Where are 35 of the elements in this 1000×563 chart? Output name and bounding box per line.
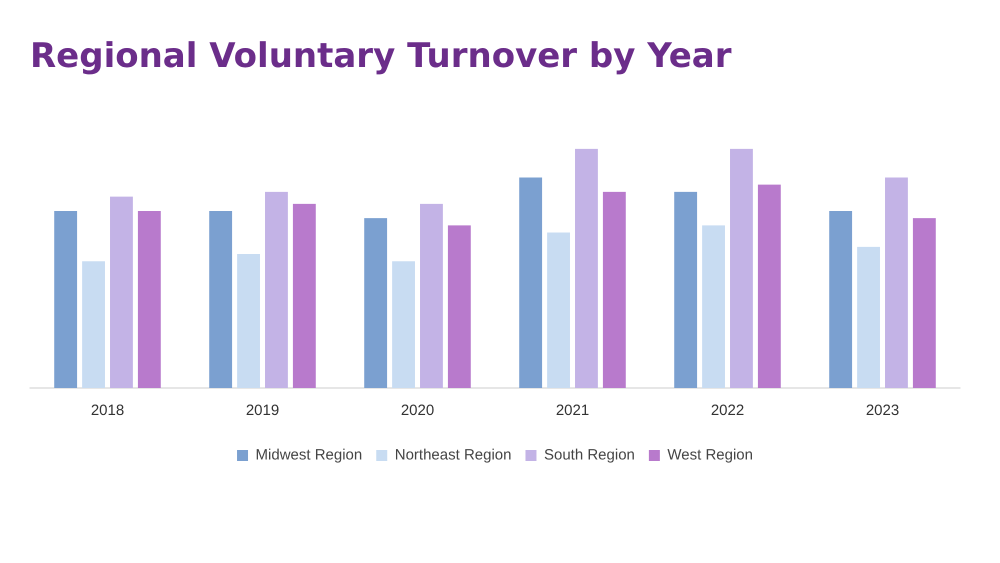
- bar: [110, 196, 133, 388]
- bar: [547, 232, 570, 388]
- x-tick-label: 2021: [556, 402, 590, 420]
- bar: [209, 210, 232, 388]
- x-tick-label: 2019: [246, 402, 280, 420]
- bar: [730, 148, 753, 388]
- bar: [857, 246, 880, 388]
- x-tick-label: 2018: [90, 402, 124, 420]
- bar: [420, 204, 443, 388]
- x-tick-label: 2020: [400, 402, 434, 420]
- bar: [138, 210, 161, 388]
- legend-label: Northeast Region: [394, 446, 512, 464]
- bar: [912, 218, 936, 388]
- bar: [575, 148, 598, 388]
- bar: [829, 210, 852, 388]
- bar: [885, 178, 908, 388]
- x-tick-label: 2022: [710, 402, 744, 420]
- bar: [237, 254, 260, 388]
- bar: [82, 261, 105, 388]
- bar: [265, 192, 288, 388]
- legend-label: South Region: [544, 446, 635, 464]
- bar: [448, 225, 471, 388]
- bar: [702, 225, 725, 388]
- bar: [674, 192, 698, 388]
- legend-label: Midwest Region: [256, 446, 362, 464]
- chart-title: Regional Voluntary Turnover by Year: [30, 36, 732, 76]
- bar: [758, 184, 781, 388]
- bar: [519, 178, 542, 388]
- bar: [392, 261, 415, 388]
- bar: [292, 204, 316, 388]
- bar: [602, 192, 626, 388]
- bar: [54, 210, 78, 388]
- x-tick-label: 2023: [866, 402, 900, 420]
- legend-label: West Region: [667, 446, 753, 464]
- bar: [364, 218, 388, 388]
